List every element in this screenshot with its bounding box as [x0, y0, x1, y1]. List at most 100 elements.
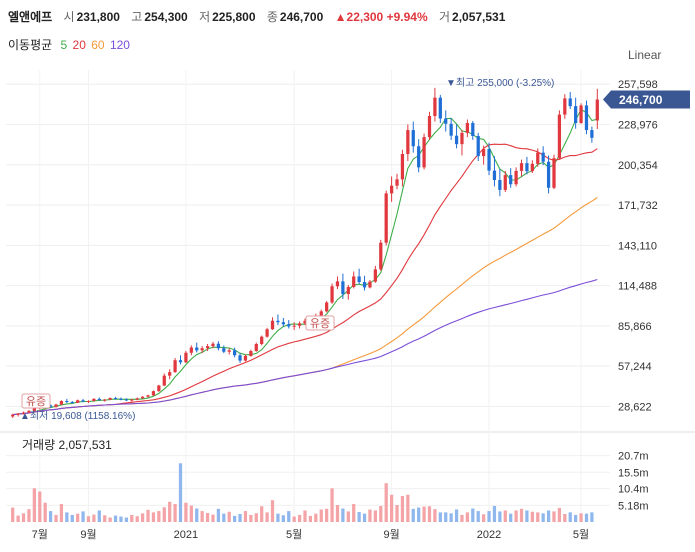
volume-tick-label: 15.5m: [618, 467, 649, 479]
volume-bar: [59, 504, 64, 522]
candle-body: [330, 286, 334, 303]
volume-bar: [492, 505, 497, 522]
candle-body: [276, 320, 280, 323]
close-value: 246,700: [279, 10, 324, 24]
time-axis-label: 9월: [80, 528, 96, 541]
candle-body: [590, 130, 594, 138]
volume-bar: [465, 512, 470, 522]
open-value: 231,800: [76, 10, 120, 24]
candle-body: [103, 399, 107, 401]
volume-bar: [27, 509, 31, 522]
volume-bar: [130, 514, 134, 522]
candle-body: [113, 398, 118, 400]
candle-body: [384, 193, 388, 243]
price-tick-label: 200,354: [618, 160, 658, 172]
candle-body: [438, 97, 442, 119]
volume-bar: [411, 508, 415, 522]
volume-bar: [525, 510, 529, 522]
moving-average-legend[interactable]: 이동평균 5 20 60 120: [8, 36, 135, 53]
volume-bar: [135, 516, 139, 522]
candle-body: [454, 135, 459, 145]
candle-body: [216, 343, 221, 349]
volume-bar: [476, 511, 480, 522]
candle-body: [32, 408, 36, 411]
volume-bar: [76, 513, 80, 522]
candle-body: [530, 163, 534, 172]
candle-body: [406, 130, 410, 154]
time-axis-label: 5월: [573, 528, 589, 541]
high-value: 254,300: [144, 10, 188, 24]
price-tick-label: 114,488: [618, 281, 657, 293]
ma-60-line: [12, 197, 598, 416]
candle-body: [346, 287, 350, 295]
candle-body: [184, 352, 188, 363]
candle-body: [552, 158, 556, 188]
volume-bar: [260, 506, 264, 522]
candle-body: [465, 123, 470, 133]
change-arrow-icon: ▲: [334, 10, 347, 24]
candle-body: [227, 350, 231, 352]
volume-bar: [389, 494, 394, 522]
candle-body: [487, 149, 491, 171]
high-annotation: ▼최고 255,000 (-3.25%): [446, 77, 554, 89]
candle-body: [124, 399, 128, 401]
candle-body: [584, 105, 589, 131]
candle-body: [211, 343, 215, 347]
candle-body: [243, 355, 248, 361]
volume-bar: [43, 502, 47, 522]
event-marker: [21, 393, 51, 409]
volume-bar: [530, 511, 534, 522]
candle-body: [422, 137, 426, 168]
candle-body: [146, 395, 150, 397]
volume-tick-label: 10.4m: [618, 484, 649, 496]
candle-body: [449, 123, 453, 136]
volume-bar: [151, 512, 156, 522]
volume-bar: [178, 463, 183, 522]
volume-bar: [92, 514, 96, 522]
candle-body: [238, 355, 242, 361]
candle-body: [417, 146, 421, 168]
candle-body: [270, 320, 275, 330]
volume-bar: [519, 508, 524, 522]
volume-bar: [384, 483, 388, 522]
volume-bar: [222, 513, 226, 522]
volume-bar: [227, 511, 231, 522]
volume-bar: [536, 512, 540, 522]
volume-bar: [454, 509, 459, 522]
candle-body: [200, 348, 204, 351]
price-tick-label: 257,598: [618, 79, 658, 91]
volume-bar: [70, 514, 74, 522]
volume-bar: [427, 506, 432, 522]
change-value: ▲22,300 +9.94%: [334, 10, 428, 24]
price-tick-label: 28,622: [618, 401, 652, 413]
candle-body: [368, 281, 372, 288]
volume-bar: [552, 511, 556, 522]
candle-body: [335, 281, 340, 287]
candle-body: [140, 396, 145, 399]
candle-body: [205, 346, 210, 349]
time-axis-label: 2021: [174, 529, 198, 541]
candle-body: [519, 163, 524, 171]
candle-body: [249, 351, 253, 356]
open-label: 시: [63, 10, 75, 24]
low-value: 225,800: [212, 10, 256, 24]
candle-body: [579, 105, 583, 124]
candle-body: [222, 348, 226, 352]
candle-body: [135, 398, 139, 400]
volume-bar: [406, 494, 410, 522]
volume-bar: [205, 513, 210, 522]
scale-toggle[interactable]: Linear: [628, 48, 662, 62]
volume-bar: [400, 496, 405, 522]
volume-bar: [541, 513, 545, 522]
candle-body: [514, 170, 518, 185]
candle-body: [54, 404, 58, 407]
ma-120-label: 120: [109, 38, 130, 52]
volume-bar: [319, 509, 323, 522]
candle-body: [395, 179, 399, 186]
volume-value: 2,057,531: [452, 10, 506, 24]
ma-60-label: 60: [91, 38, 105, 52]
volume-bar: [233, 515, 237, 522]
candle-body: [287, 324, 291, 327]
volume-bar: [395, 504, 399, 522]
